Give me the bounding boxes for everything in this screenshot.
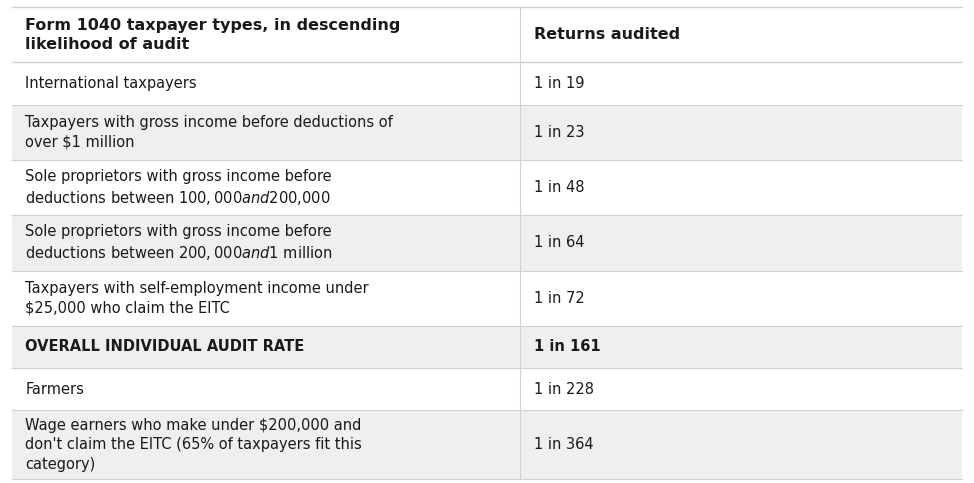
Bar	[12, 270, 962, 326]
Bar	[12, 411, 962, 479]
Text: 1 in 48: 1 in 48	[534, 180, 584, 195]
Bar	[12, 215, 962, 270]
Text: International taxpayers: International taxpayers	[25, 76, 197, 91]
Bar	[12, 105, 962, 160]
Bar	[12, 160, 962, 215]
Text: Sole proprietors with gross income before
deductions between $200,000 and $1 mil: Sole proprietors with gross income befor…	[25, 224, 333, 262]
Text: 1 in 64: 1 in 64	[534, 235, 584, 250]
Text: 1 in 72: 1 in 72	[534, 291, 584, 306]
Text: 1 in 364: 1 in 364	[534, 437, 593, 452]
Bar	[12, 62, 962, 105]
Bar	[12, 368, 962, 411]
Text: 1 in 19: 1 in 19	[534, 76, 584, 91]
Text: 1 in 23: 1 in 23	[534, 125, 584, 140]
Text: Returns audited: Returns audited	[534, 28, 680, 43]
Text: 1 in 228: 1 in 228	[534, 382, 594, 397]
Bar	[12, 7, 962, 62]
Text: Wage earners who make under $200,000 and
don't claim the EITC (65% of taxpayers : Wage earners who make under $200,000 and…	[25, 418, 362, 471]
Text: Farmers: Farmers	[25, 382, 84, 397]
Text: Form 1040 taxpayer types, in descending
likelihood of audit: Form 1040 taxpayer types, in descending …	[25, 18, 400, 52]
Text: Taxpayers with self-employment income under
$25,000 who claim the EITC: Taxpayers with self-employment income un…	[25, 281, 369, 315]
Text: OVERALL INDIVIDUAL AUDIT RATE: OVERALL INDIVIDUAL AUDIT RATE	[25, 340, 305, 355]
Text: Sole proprietors with gross income before
deductions between $100,000 and $200,0: Sole proprietors with gross income befor…	[25, 169, 332, 207]
Text: Taxpayers with gross income before deductions of
over $1 million: Taxpayers with gross income before deduc…	[25, 115, 393, 150]
Text: 1 in 161: 1 in 161	[534, 340, 601, 355]
Bar	[12, 326, 962, 368]
